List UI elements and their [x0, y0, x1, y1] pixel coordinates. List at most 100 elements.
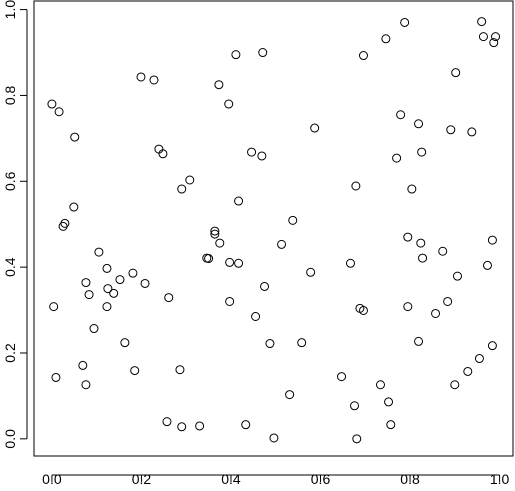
y-tick-label: 0.6: [2, 171, 18, 191]
point: [452, 271, 462, 281]
point: [477, 17, 487, 27]
point: [386, 420, 396, 430]
point: [140, 278, 150, 288]
point: [487, 341, 497, 351]
point: [120, 338, 130, 348]
point: [89, 324, 99, 334]
point: [215, 238, 225, 248]
point: [225, 257, 235, 267]
x-tick-label: 0.4: [221, 471, 241, 487]
point: [403, 302, 413, 312]
point: [414, 336, 424, 346]
point: [491, 32, 501, 42]
point: [337, 372, 347, 382]
point: [109, 288, 119, 298]
point: [351, 181, 361, 191]
point: [446, 125, 456, 135]
point: [375, 380, 385, 390]
point: [81, 380, 91, 390]
point: [443, 296, 453, 306]
point: [407, 184, 417, 194]
point: [49, 302, 59, 312]
point: [102, 302, 112, 312]
point: [84, 290, 94, 300]
point: [164, 293, 174, 303]
point: [60, 218, 70, 228]
point: [224, 99, 234, 109]
point: [214, 80, 224, 90]
point: [345, 258, 355, 268]
point: [258, 48, 268, 58]
point: [396, 110, 406, 120]
point: [195, 421, 205, 431]
point: [358, 305, 368, 315]
point: [70, 132, 80, 142]
point: [392, 153, 402, 163]
point: [81, 278, 91, 288]
point: [247, 147, 257, 157]
point: [210, 229, 220, 239]
point: [358, 51, 368, 61]
point: [310, 123, 320, 133]
point: [185, 175, 195, 185]
point: [158, 149, 168, 159]
point: [51, 372, 61, 382]
point: [260, 281, 270, 291]
point: [297, 338, 307, 348]
point: [234, 196, 244, 206]
point: [478, 32, 488, 42]
point: [265, 339, 275, 349]
point: [306, 267, 316, 277]
y-tick-label: 1.0: [2, 0, 18, 19]
point: [102, 263, 112, 273]
point: [438, 246, 448, 256]
point: [467, 127, 477, 137]
point: [47, 99, 57, 109]
point: [463, 366, 473, 376]
point: [288, 215, 298, 225]
point: [403, 232, 413, 242]
point: [451, 68, 461, 78]
point: [416, 238, 426, 248]
point: [417, 147, 427, 157]
point: [58, 221, 68, 231]
point: [69, 202, 79, 212]
point: [204, 254, 214, 264]
point: [381, 34, 391, 44]
y-tick-label: 0.4: [2, 257, 18, 277]
point: [78, 360, 88, 370]
point: [350, 401, 360, 411]
point: [277, 239, 287, 249]
point: [269, 433, 279, 443]
point: [234, 258, 244, 268]
point: [384, 397, 394, 407]
point: [94, 247, 104, 257]
x-tick-label: 0.6: [311, 471, 331, 487]
point: [54, 107, 64, 117]
x-tick-label: 0.2: [132, 471, 152, 487]
point: [149, 75, 159, 85]
point: [285, 390, 295, 400]
point: [474, 354, 484, 364]
point: [136, 72, 146, 82]
point: [115, 275, 125, 285]
point: [210, 226, 220, 236]
point: [231, 50, 241, 60]
point: [241, 420, 251, 430]
point: [487, 235, 497, 245]
point: [130, 366, 140, 376]
point: [162, 417, 172, 427]
point: [257, 151, 267, 161]
point: [400, 17, 410, 27]
point: [489, 38, 499, 48]
point: [352, 434, 362, 444]
point: [418, 253, 428, 263]
point: [431, 308, 441, 318]
plot-frame: [33, 0, 514, 457]
y-tick-label: 0.8: [2, 85, 18, 105]
point: [225, 296, 235, 306]
point: [175, 365, 185, 375]
x-tick-label: 1.0: [490, 471, 510, 487]
